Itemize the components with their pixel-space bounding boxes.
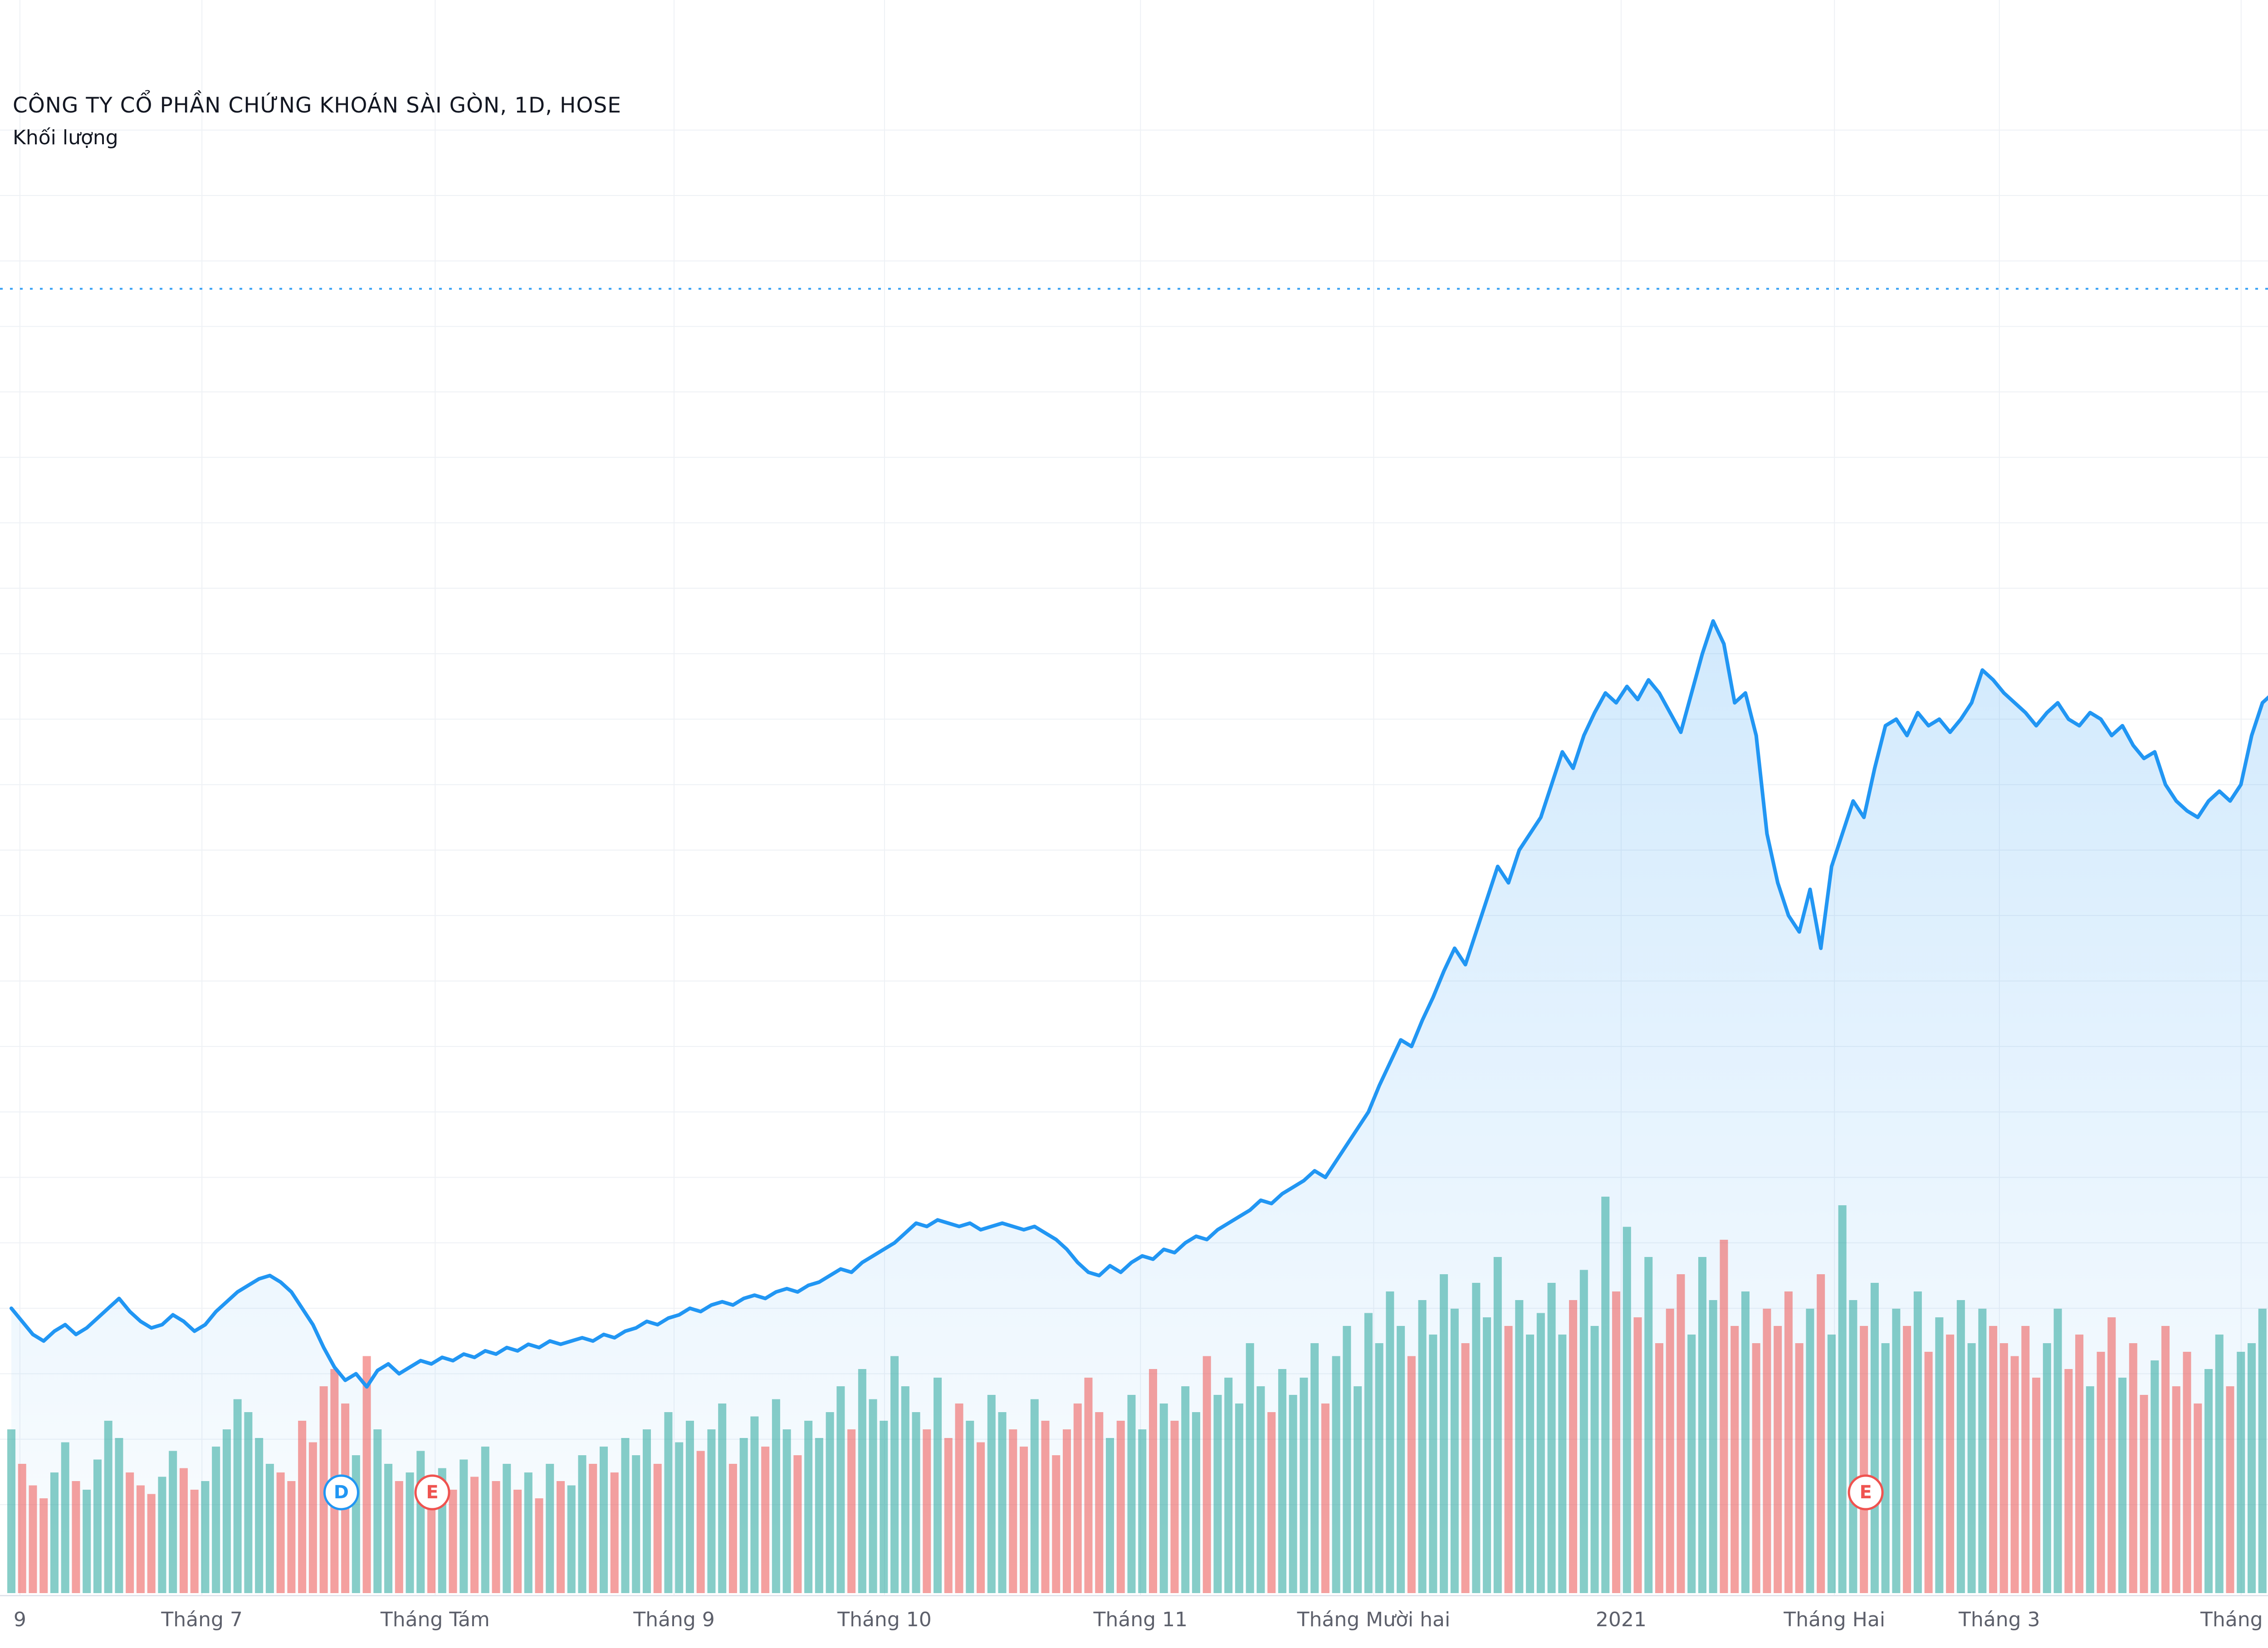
time-tick-label: 9 [13,1608,26,1631]
svg-text:E: E [1859,1482,1872,1503]
time-tick-label: Tháng 7 [161,1608,243,1631]
time-tick-label: Tháng Tám [380,1608,490,1631]
dividend-marker[interactable]: D [323,1474,359,1511]
time-axis[interactable]: 9 Tháng 7 Tháng Tám Tháng 9 Tháng 10 Tháng 11… [0,1595,2268,1648]
time-tick-label: 2021 [1595,1608,1647,1631]
time-tick-label: Tháng 4 [2200,1608,2268,1631]
symbol-title[interactable]: CÔNG TY CỔ PHẦN CHỨNG KHOÁN SÀI GÒN, 1D,… [13,93,621,118]
price-chart-plot[interactable]: DEED [0,0,2268,1595]
time-tick-label: Tháng 11 [1093,1608,1188,1631]
volume-indicator-label[interactable]: Khối lượng [13,126,118,149]
time-tick-label: Tháng 10 [837,1608,932,1631]
svg-text:E: E [426,1482,438,1503]
time-tick-label: Tháng Mười hai [1297,1608,1451,1631]
earnings-marker[interactable]: E [1848,1474,1884,1511]
time-tick-label: Tháng 9 [633,1608,715,1631]
volume-bars [7,1197,2267,1593]
price-line [10,619,2268,1389]
time-tick-label: Tháng 3 [1959,1608,2040,1631]
svg-text:D: D [334,1482,349,1503]
time-tick-label: Tháng Hai [1784,1608,1886,1631]
chart-legend: CÔNG TY CỔ PHẦN CHỨNG KHOÁN SÀI GÒN, 1D,… [13,93,621,149]
earnings-marker[interactable]: E [414,1474,450,1511]
